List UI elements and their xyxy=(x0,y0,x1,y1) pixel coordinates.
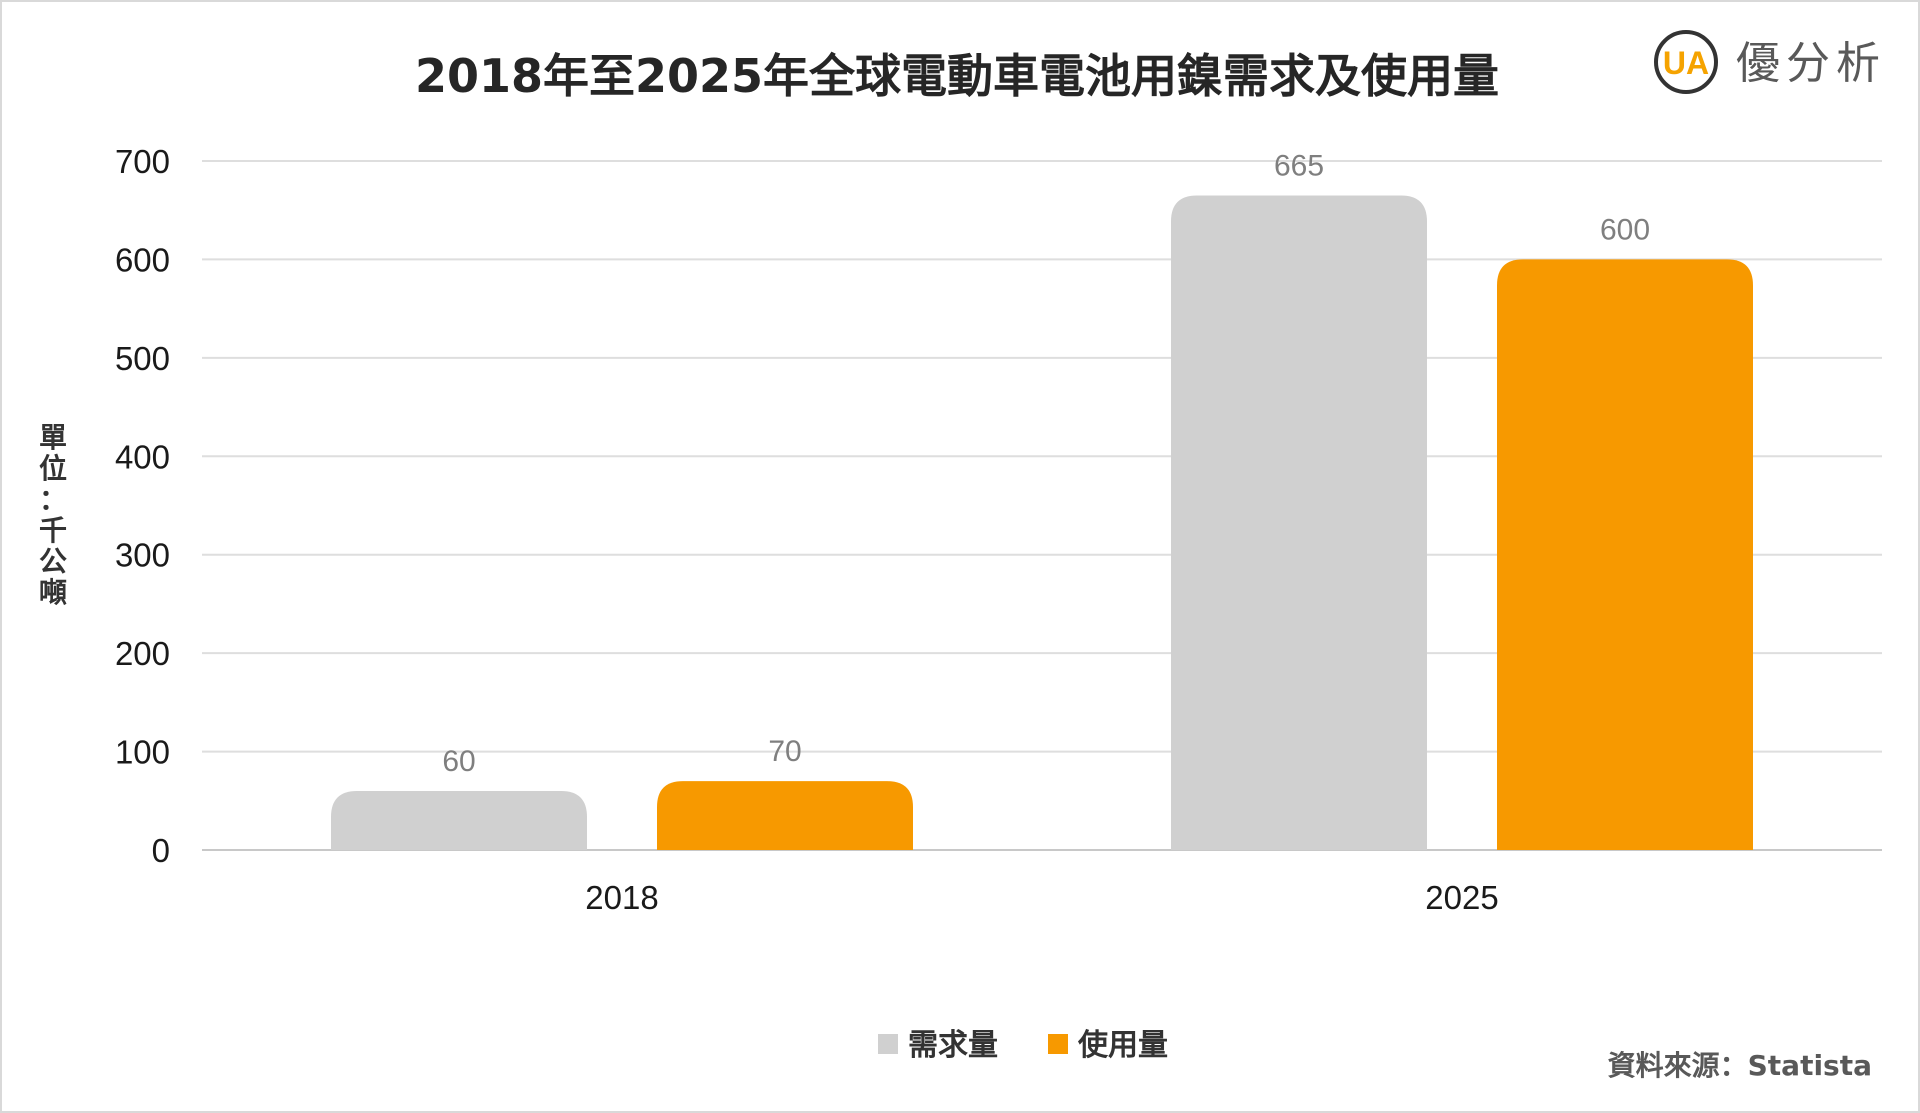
source-note: 資料來源：Statista xyxy=(1608,1049,1872,1082)
bar-2025-使用量 xyxy=(1497,259,1753,850)
y-axis-label-char: ： xyxy=(39,483,67,516)
legend: 需求量 使用量 xyxy=(878,1028,1168,1063)
y-axis-label-char: 位 xyxy=(39,452,67,485)
brand-logo: UA 優分析 xyxy=(1654,30,1886,94)
y-tick-label-200: 200 xyxy=(115,635,170,672)
bars xyxy=(331,195,1753,850)
y-axis-label-char: 單 xyxy=(39,421,67,454)
legend-swatch-使用量 xyxy=(1048,1034,1068,1054)
y-axis-label-char: 噸 xyxy=(39,576,67,609)
y-tick-label-600: 600 xyxy=(115,241,170,278)
y-axis-label: 單位：千公噸 xyxy=(39,421,67,609)
x-category-label: 2025 xyxy=(1425,879,1498,916)
legend-label-使用量: 使用量 xyxy=(1077,1028,1168,1063)
bar-2025-需求量 xyxy=(1171,195,1427,850)
y-tick-label-400: 400 xyxy=(115,438,170,475)
y-axis-label-char: 公 xyxy=(39,545,67,578)
chart-title: 2018年至2025年全球電動車電池用鎳需求及使用量 xyxy=(415,49,1499,103)
x-axis-categories: 2018 2025 xyxy=(585,879,1498,916)
y-tick-label-100: 100 xyxy=(115,734,170,771)
y-tick-label-700: 700 xyxy=(115,143,170,180)
y-tick-label-300: 300 xyxy=(115,537,170,574)
y-axis-ticks: 0 100 200 300 400 500 600 700 xyxy=(115,143,170,869)
x-category-label: 2018 xyxy=(585,879,658,916)
bar-2018-使用量 xyxy=(657,781,913,850)
data-label-2018-需求量: 60 xyxy=(442,745,475,778)
bar-2018-需求量 xyxy=(331,790,587,850)
y-tick-label-0: 0 xyxy=(152,832,170,869)
brand-logo-ring xyxy=(1654,30,1718,94)
data-label-2018-使用量: 70 xyxy=(768,735,801,768)
legend-label-需求量: 需求量 xyxy=(908,1028,998,1063)
brand-name: 優分析 xyxy=(1736,38,1886,89)
data-label-2025-使用量: 600 xyxy=(1600,213,1650,246)
y-axis-label-char: 千 xyxy=(39,514,67,547)
legend-swatch-需求量 xyxy=(878,1034,898,1054)
data-labels: 60 70 665 600 xyxy=(442,149,1650,777)
brand-logo-mark: UA xyxy=(1663,45,1709,81)
data-label-2025-需求量: 665 xyxy=(1274,149,1324,182)
y-tick-label-500: 500 xyxy=(115,340,170,377)
